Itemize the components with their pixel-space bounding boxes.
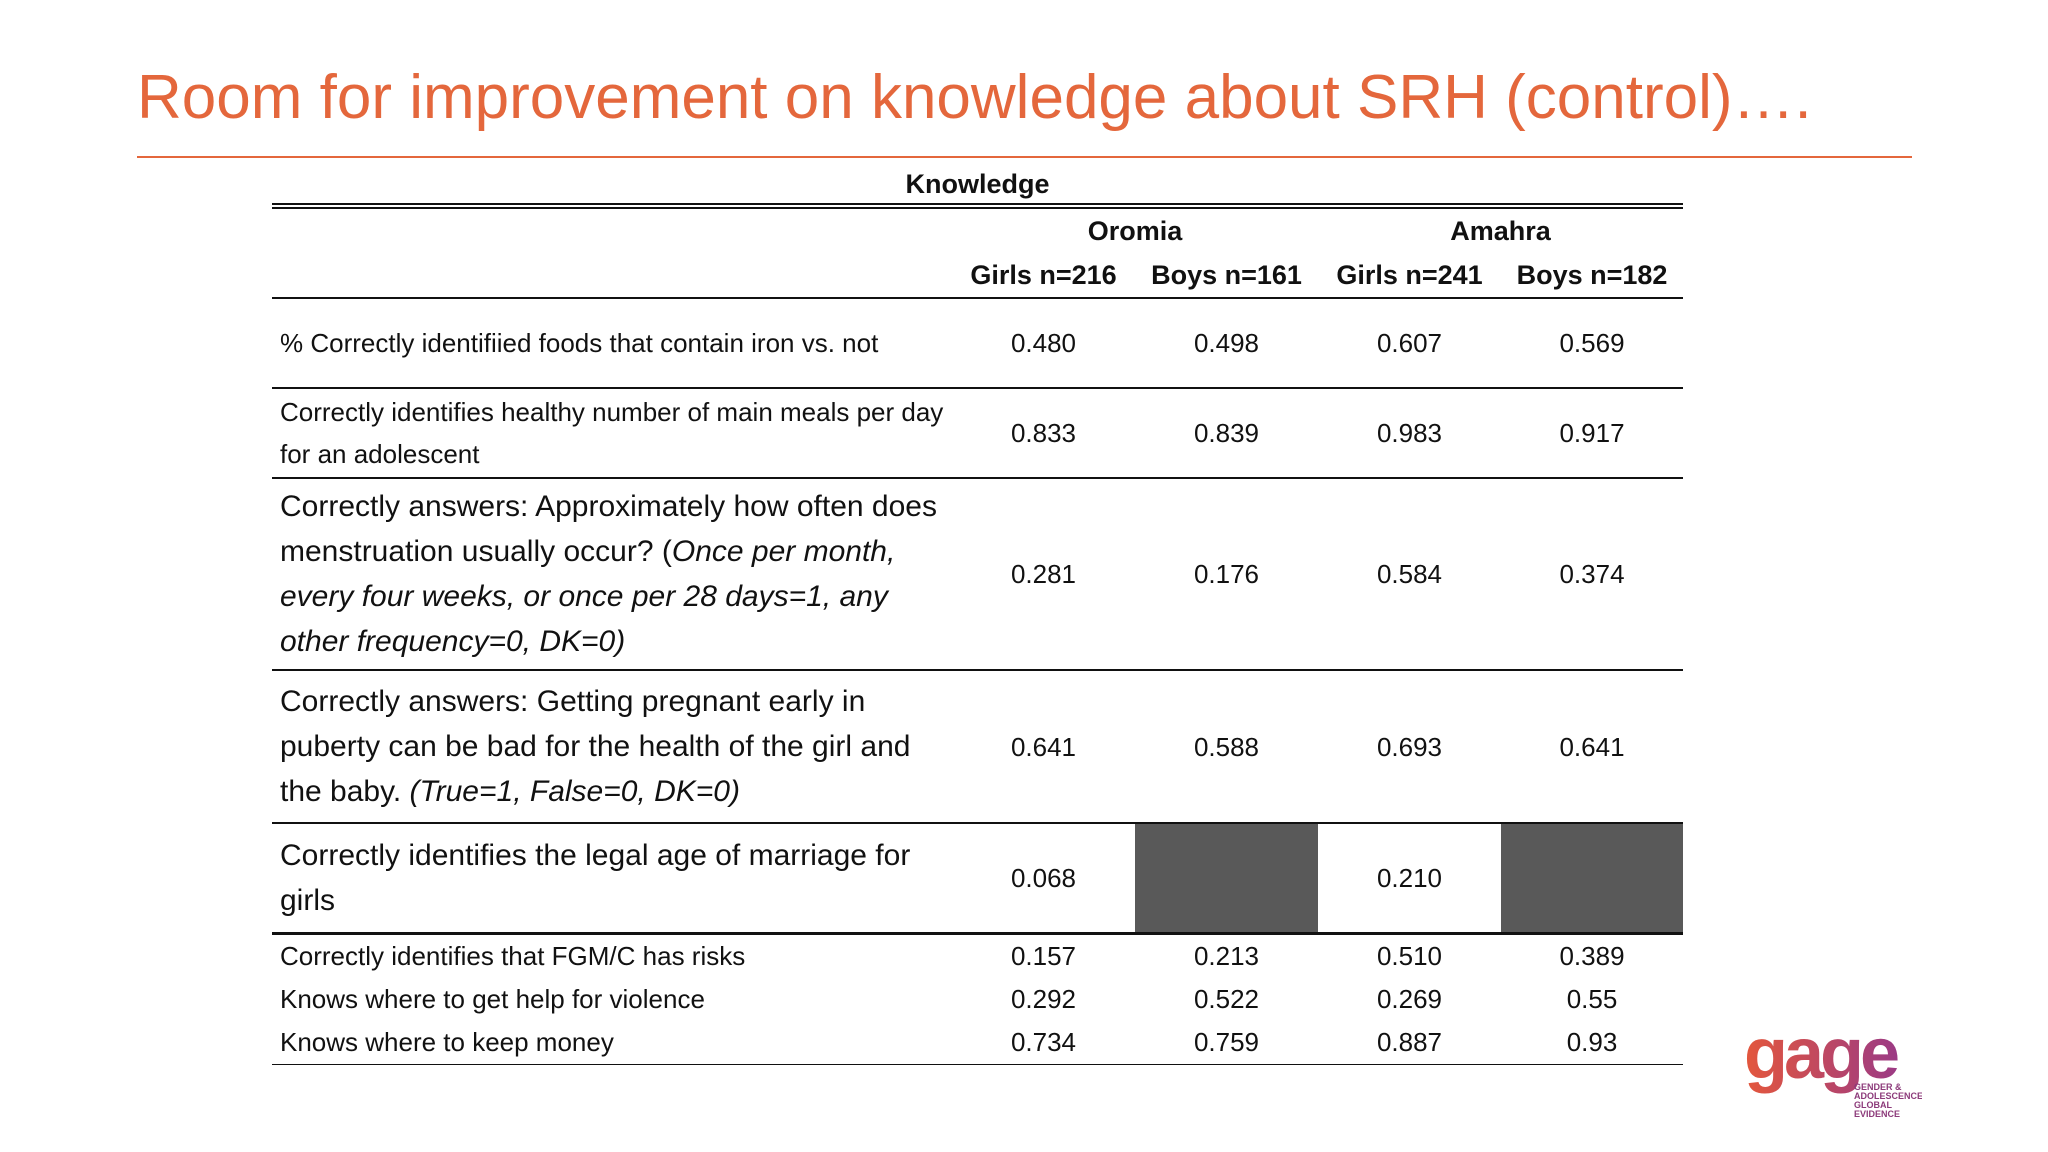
column-header: Girls n=241 bbox=[1318, 253, 1501, 299]
logo-tagline: ADOLESCENCE: bbox=[1854, 1091, 1922, 1101]
value-cell: 0.584 bbox=[1318, 478, 1501, 671]
value-cell: 0.839 bbox=[1135, 388, 1318, 479]
value-cell: 0.759 bbox=[1135, 1020, 1318, 1065]
value-cell: 0.641 bbox=[1501, 670, 1684, 824]
label-text: Knows where to get help for violence bbox=[280, 983, 705, 1014]
value-cell: 0.292 bbox=[1010, 983, 1077, 1014]
value-cell: 0.569 bbox=[1501, 298, 1684, 389]
row-label: Correctly identifies healthy number of m… bbox=[272, 388, 952, 479]
value-cell: 0.55 bbox=[1566, 983, 1618, 1014]
value-cell: 0.210 bbox=[1318, 823, 1501, 935]
logo-name: gage bbox=[1744, 1020, 1898, 1094]
value-cell: 0.693 bbox=[1318, 670, 1501, 824]
label-note: Once per month, every four weeks, or onc… bbox=[280, 535, 896, 658]
label-text: Correctly answers: Approximately how oft… bbox=[280, 490, 937, 568]
slide-title: Room for improvement on knowledge about … bbox=[137, 63, 1812, 132]
empty-cell bbox=[1501, 823, 1684, 935]
logo-tagline: GLOBAL bbox=[1854, 1100, 1892, 1110]
logo-tagline: EVIDENCE bbox=[1854, 1109, 1900, 1119]
value-cell: 0.176 bbox=[1135, 478, 1318, 671]
table-row: Correctly identifies healthy number of m… bbox=[272, 388, 1684, 479]
column-header: Boys n=182 bbox=[1501, 253, 1684, 299]
value-cell: 0.281 bbox=[952, 478, 1135, 671]
row-label: Correctly identifies the legal age of ma… bbox=[272, 823, 952, 935]
table-row: Correctly answers: Approximately how oft… bbox=[272, 478, 1684, 671]
logo: gage GENDER & ADOLESCENCE: GLOBAL EVIDEN… bbox=[1744, 1020, 1922, 1119]
value-cell: 0.887 bbox=[1318, 1020, 1501, 1065]
blank bbox=[272, 206, 952, 253]
table-row: Correctly identifies that FGM/C has risk… bbox=[272, 933, 1683, 978]
column-header: Girls n=216 bbox=[952, 253, 1135, 299]
row-label: Correctly identifies that FGM/C has risk… bbox=[272, 933, 952, 978]
caption: Knowledge bbox=[272, 165, 1684, 209]
value-cell: 0.510 bbox=[1376, 940, 1443, 971]
value-cell: 0.389 bbox=[1559, 940, 1625, 971]
column-row: Girls n=216 Boys n=161 Girls n=241 Boys n=1… bbox=[272, 253, 1684, 299]
row-label: Knows where to get help for violence bbox=[272, 978, 952, 1021]
value-cell: 0.213 bbox=[1193, 940, 1260, 971]
value-cell: 0.498 bbox=[1135, 298, 1318, 389]
label-text: Correctly answers: Getting pregnant earl… bbox=[280, 685, 911, 808]
value-cell: 0.157 bbox=[1010, 940, 1077, 971]
row-label: Correctly answers: Getting pregnant earl… bbox=[272, 670, 952, 824]
value-cell: 0.833 bbox=[952, 388, 1135, 479]
blank bbox=[272, 253, 952, 299]
row-label: Correctly answers: Approximately how oft… bbox=[272, 478, 952, 671]
table-body: Knowledge Oromia Amahra Girls n=216 Boys … bbox=[272, 165, 1684, 1065]
logo-tagline: GENDER & bbox=[1854, 1082, 1902, 1092]
label-text: Correctly identifies healthy number of m… bbox=[280, 397, 944, 469]
label-text: Correctly identifies that FGM/C has risk… bbox=[280, 940, 746, 971]
label-text: % Correctly identifiied foods that conta… bbox=[280, 328, 879, 358]
title-rule bbox=[137, 156, 1912, 158]
table-row: Knows where to keep money 0.734 0.759 0.887… bbox=[272, 1020, 1684, 1065]
row-label: % Correctly identifiied foods that conta… bbox=[272, 298, 952, 389]
value-cell: 0.93 bbox=[1501, 1020, 1684, 1065]
value-cell: 0.983 bbox=[1318, 388, 1501, 479]
group-header: Oromia bbox=[1087, 215, 1183, 246]
value-cell: 0.607 bbox=[1318, 298, 1501, 389]
value-cell: 0.522 bbox=[1193, 983, 1260, 1014]
value-cell: 0.269 bbox=[1376, 983, 1443, 1014]
table-row: Correctly identifies the legal age of ma… bbox=[272, 823, 1684, 935]
value-cell: 0.374 bbox=[1501, 478, 1684, 671]
group-row: Oromia Amahra bbox=[272, 206, 1683, 253]
value-cell: 0.641 bbox=[952, 670, 1135, 824]
value-cell: 0.734 bbox=[952, 1020, 1135, 1065]
caption-row: Knowledge bbox=[272, 165, 1684, 209]
empty-cell bbox=[1135, 823, 1318, 935]
row-label: Knows where to keep money bbox=[272, 1020, 952, 1065]
value-cell: 0.068 bbox=[952, 823, 1135, 935]
knowledge-table: Knowledge Oromia Amahra Girls n=216 Boys … bbox=[272, 165, 1684, 1065]
label-note: (True=1, False=0, DK=0) bbox=[409, 775, 740, 808]
group-header: Amahra bbox=[1450, 215, 1551, 246]
value-cell: 0.588 bbox=[1135, 670, 1318, 824]
label-text: Correctly identifies the legal age of ma… bbox=[280, 838, 911, 917]
value-cell: 0.917 bbox=[1501, 388, 1684, 479]
table-row: Correctly answers: Getting pregnant earl… bbox=[272, 670, 1684, 824]
value-cell: 0.480 bbox=[952, 298, 1135, 389]
column-header: Boys n=161 bbox=[1135, 253, 1318, 299]
table-row: % Correctly identifiied foods that conta… bbox=[272, 298, 1684, 389]
label-text: Knows where to keep money bbox=[280, 1026, 614, 1057]
table-row: Knows where to get help for violence 0.29… bbox=[272, 978, 1683, 1021]
